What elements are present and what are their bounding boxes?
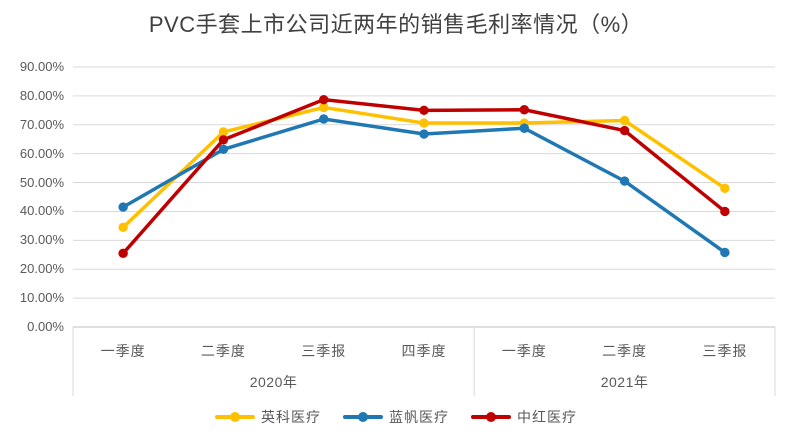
legend-item-2[interactable]: 中红医疗 bbox=[471, 407, 577, 427]
legend-line-dot-icon bbox=[471, 412, 511, 422]
series-point-2-5[interactable] bbox=[619, 125, 630, 136]
x-category-label: 二季度 bbox=[200, 343, 246, 359]
legend-item-0[interactable]: 英科医疗 bbox=[215, 407, 321, 427]
series-point-0-0[interactable] bbox=[118, 222, 128, 233]
legend: 英科医疗 蓝帆医疗 中红医疗 bbox=[0, 406, 792, 428]
legend-label: 中红医疗 bbox=[517, 409, 577, 425]
series-point-2-4[interactable] bbox=[519, 105, 529, 115]
x-group-label: 2021年 bbox=[600, 374, 649, 390]
y-tick-label: 0.00% bbox=[27, 319, 64, 334]
series-point-1-6[interactable] bbox=[720, 247, 730, 258]
series-point-0-1[interactable] bbox=[218, 127, 229, 137]
y-tick-label: 70.00% bbox=[19, 116, 64, 132]
series-point-2-1[interactable] bbox=[218, 135, 229, 145]
y-tick-label: 10.00% bbox=[19, 290, 64, 306]
series-point-1-3[interactable] bbox=[419, 129, 429, 139]
series-point-2-3[interactable] bbox=[419, 105, 429, 116]
y-tick-label: 50.00% bbox=[19, 174, 64, 190]
series-point-0-3[interactable] bbox=[419, 118, 429, 128]
series-point-1-0[interactable] bbox=[118, 202, 128, 212]
y-tick-label: 80.00% bbox=[19, 87, 64, 103]
series-point-1-4[interactable] bbox=[519, 123, 529, 133]
chart-title: PVC手套上市公司近两年的销售毛利率情况（%） bbox=[148, 12, 644, 37]
y-tick-label: 40.00% bbox=[19, 203, 64, 219]
x-category-label: 二季度 bbox=[602, 343, 648, 359]
series-point-2-6[interactable] bbox=[720, 206, 730, 217]
x-category-label: 一季度 bbox=[100, 343, 146, 359]
legend-line-dot-icon bbox=[215, 412, 255, 422]
series-point-2-2[interactable] bbox=[319, 94, 329, 105]
series-point-0-6[interactable] bbox=[720, 183, 730, 194]
x-category-label: 三季报 bbox=[301, 343, 347, 359]
series-point-0-2[interactable] bbox=[319, 102, 329, 113]
legend-label: 英科医疗 bbox=[261, 409, 321, 425]
y-tick-label: 90.00% bbox=[19, 59, 64, 74]
x-group-label: 2020年 bbox=[249, 374, 298, 390]
x-category-label: 四季度 bbox=[401, 343, 447, 359]
legend-item-1[interactable]: 蓝帆医疗 bbox=[343, 407, 449, 427]
series-point-1-5[interactable] bbox=[619, 176, 630, 186]
y-tick-label: 60.00% bbox=[19, 145, 64, 161]
legend-line-dot-icon bbox=[343, 412, 383, 422]
series-point-1-1[interactable] bbox=[218, 144, 229, 155]
x-category-label: 三季报 bbox=[702, 343, 748, 359]
series-point-0-5[interactable] bbox=[619, 115, 630, 126]
x-category-label: 一季度 bbox=[501, 343, 547, 359]
y-tick-label: 20.00% bbox=[19, 261, 64, 277]
legend-label: 蓝帆医疗 bbox=[389, 409, 449, 425]
series-point-2-0[interactable] bbox=[118, 248, 128, 259]
series-point-1-2[interactable] bbox=[319, 114, 329, 124]
y-tick-label: 30.00% bbox=[19, 232, 64, 248]
